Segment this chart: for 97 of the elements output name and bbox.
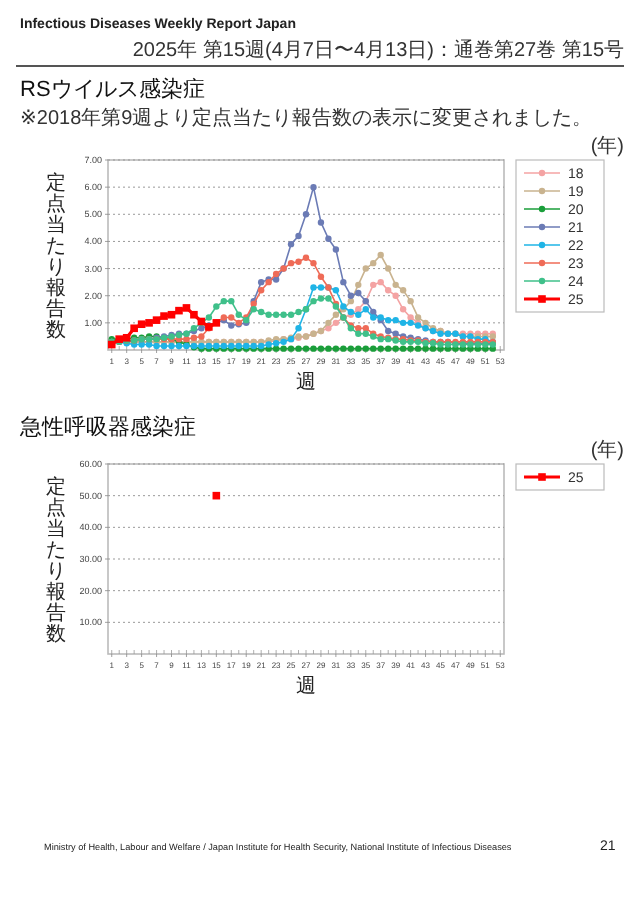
point (355, 281, 362, 289)
point (228, 297, 235, 305)
point (272, 270, 280, 278)
point (265, 311, 272, 318)
y-axis-title: 定点当たり報告数 (46, 171, 66, 342)
point (325, 325, 332, 332)
x-axis-title: 週 (296, 372, 316, 394)
point (257, 287, 265, 294)
point (362, 265, 369, 272)
point (213, 303, 220, 310)
point (384, 287, 392, 294)
point (407, 314, 414, 321)
point (370, 281, 377, 289)
point (355, 311, 362, 318)
point (407, 297, 414, 305)
point (370, 314, 377, 321)
point (332, 311, 340, 318)
point (295, 308, 302, 316)
point (272, 276, 280, 283)
point (399, 287, 407, 294)
point (295, 232, 302, 240)
point (325, 235, 332, 242)
point (280, 311, 287, 318)
legend-title: (年) (590, 438, 624, 462)
point (220, 297, 228, 305)
point (228, 314, 235, 321)
point (130, 324, 138, 333)
point (332, 287, 340, 294)
point (137, 320, 146, 329)
point (414, 314, 422, 321)
point (317, 284, 325, 291)
point (317, 219, 325, 226)
point (407, 319, 414, 327)
point (362, 325, 369, 332)
point (392, 281, 399, 289)
point (310, 183, 317, 191)
point (272, 311, 280, 318)
point (355, 289, 362, 297)
point (377, 251, 384, 259)
point (325, 319, 332, 327)
point (392, 316, 399, 324)
point (302, 254, 310, 261)
point (347, 292, 355, 299)
point (377, 278, 384, 286)
point (152, 316, 161, 324)
point (392, 330, 399, 337)
legend-title: (年) (590, 134, 624, 158)
point (295, 258, 302, 265)
point (332, 246, 340, 253)
point (384, 327, 392, 335)
point (355, 325, 362, 332)
point (317, 295, 325, 302)
point (399, 319, 407, 327)
point (317, 273, 325, 280)
point (340, 278, 347, 286)
point (332, 319, 340, 327)
point (422, 319, 429, 327)
point (362, 330, 369, 337)
y-axis-title: 定点当たり報告数 (46, 475, 66, 646)
point (325, 295, 332, 302)
point (257, 278, 265, 286)
point (384, 265, 392, 272)
point (160, 312, 168, 320)
point (355, 306, 362, 313)
point (295, 325, 302, 332)
point (302, 211, 310, 218)
point (205, 314, 213, 321)
chart-title: 急性呼吸器感染症 (18, 414, 196, 440)
point (198, 333, 205, 340)
point (310, 284, 317, 291)
point (310, 297, 317, 305)
point (257, 308, 265, 316)
point (167, 310, 176, 319)
point (287, 311, 295, 318)
point (362, 306, 369, 313)
point (347, 297, 355, 305)
point (190, 334, 198, 341)
point (250, 306, 257, 313)
point (392, 292, 399, 299)
point (384, 316, 392, 324)
point (310, 259, 317, 267)
point (399, 306, 407, 313)
text: 2025年 第15週(4月7日〜4月13日)：通巻第27巻 第15号 (132, 38, 624, 62)
point (228, 322, 235, 329)
point (235, 311, 242, 318)
point (355, 330, 362, 337)
point (190, 310, 198, 319)
chart-subtitle: ※2018年第9週より定点当たり報告数の表示に変更されました。 (20, 106, 593, 130)
point (287, 259, 295, 267)
point (198, 325, 205, 332)
point (145, 319, 153, 327)
point (370, 259, 377, 267)
point (175, 306, 183, 315)
point (287, 240, 295, 248)
point (182, 304, 191, 312)
chart-title: RSウイルス感染症 (20, 76, 205, 102)
x-axis-title: 週 (296, 676, 316, 698)
